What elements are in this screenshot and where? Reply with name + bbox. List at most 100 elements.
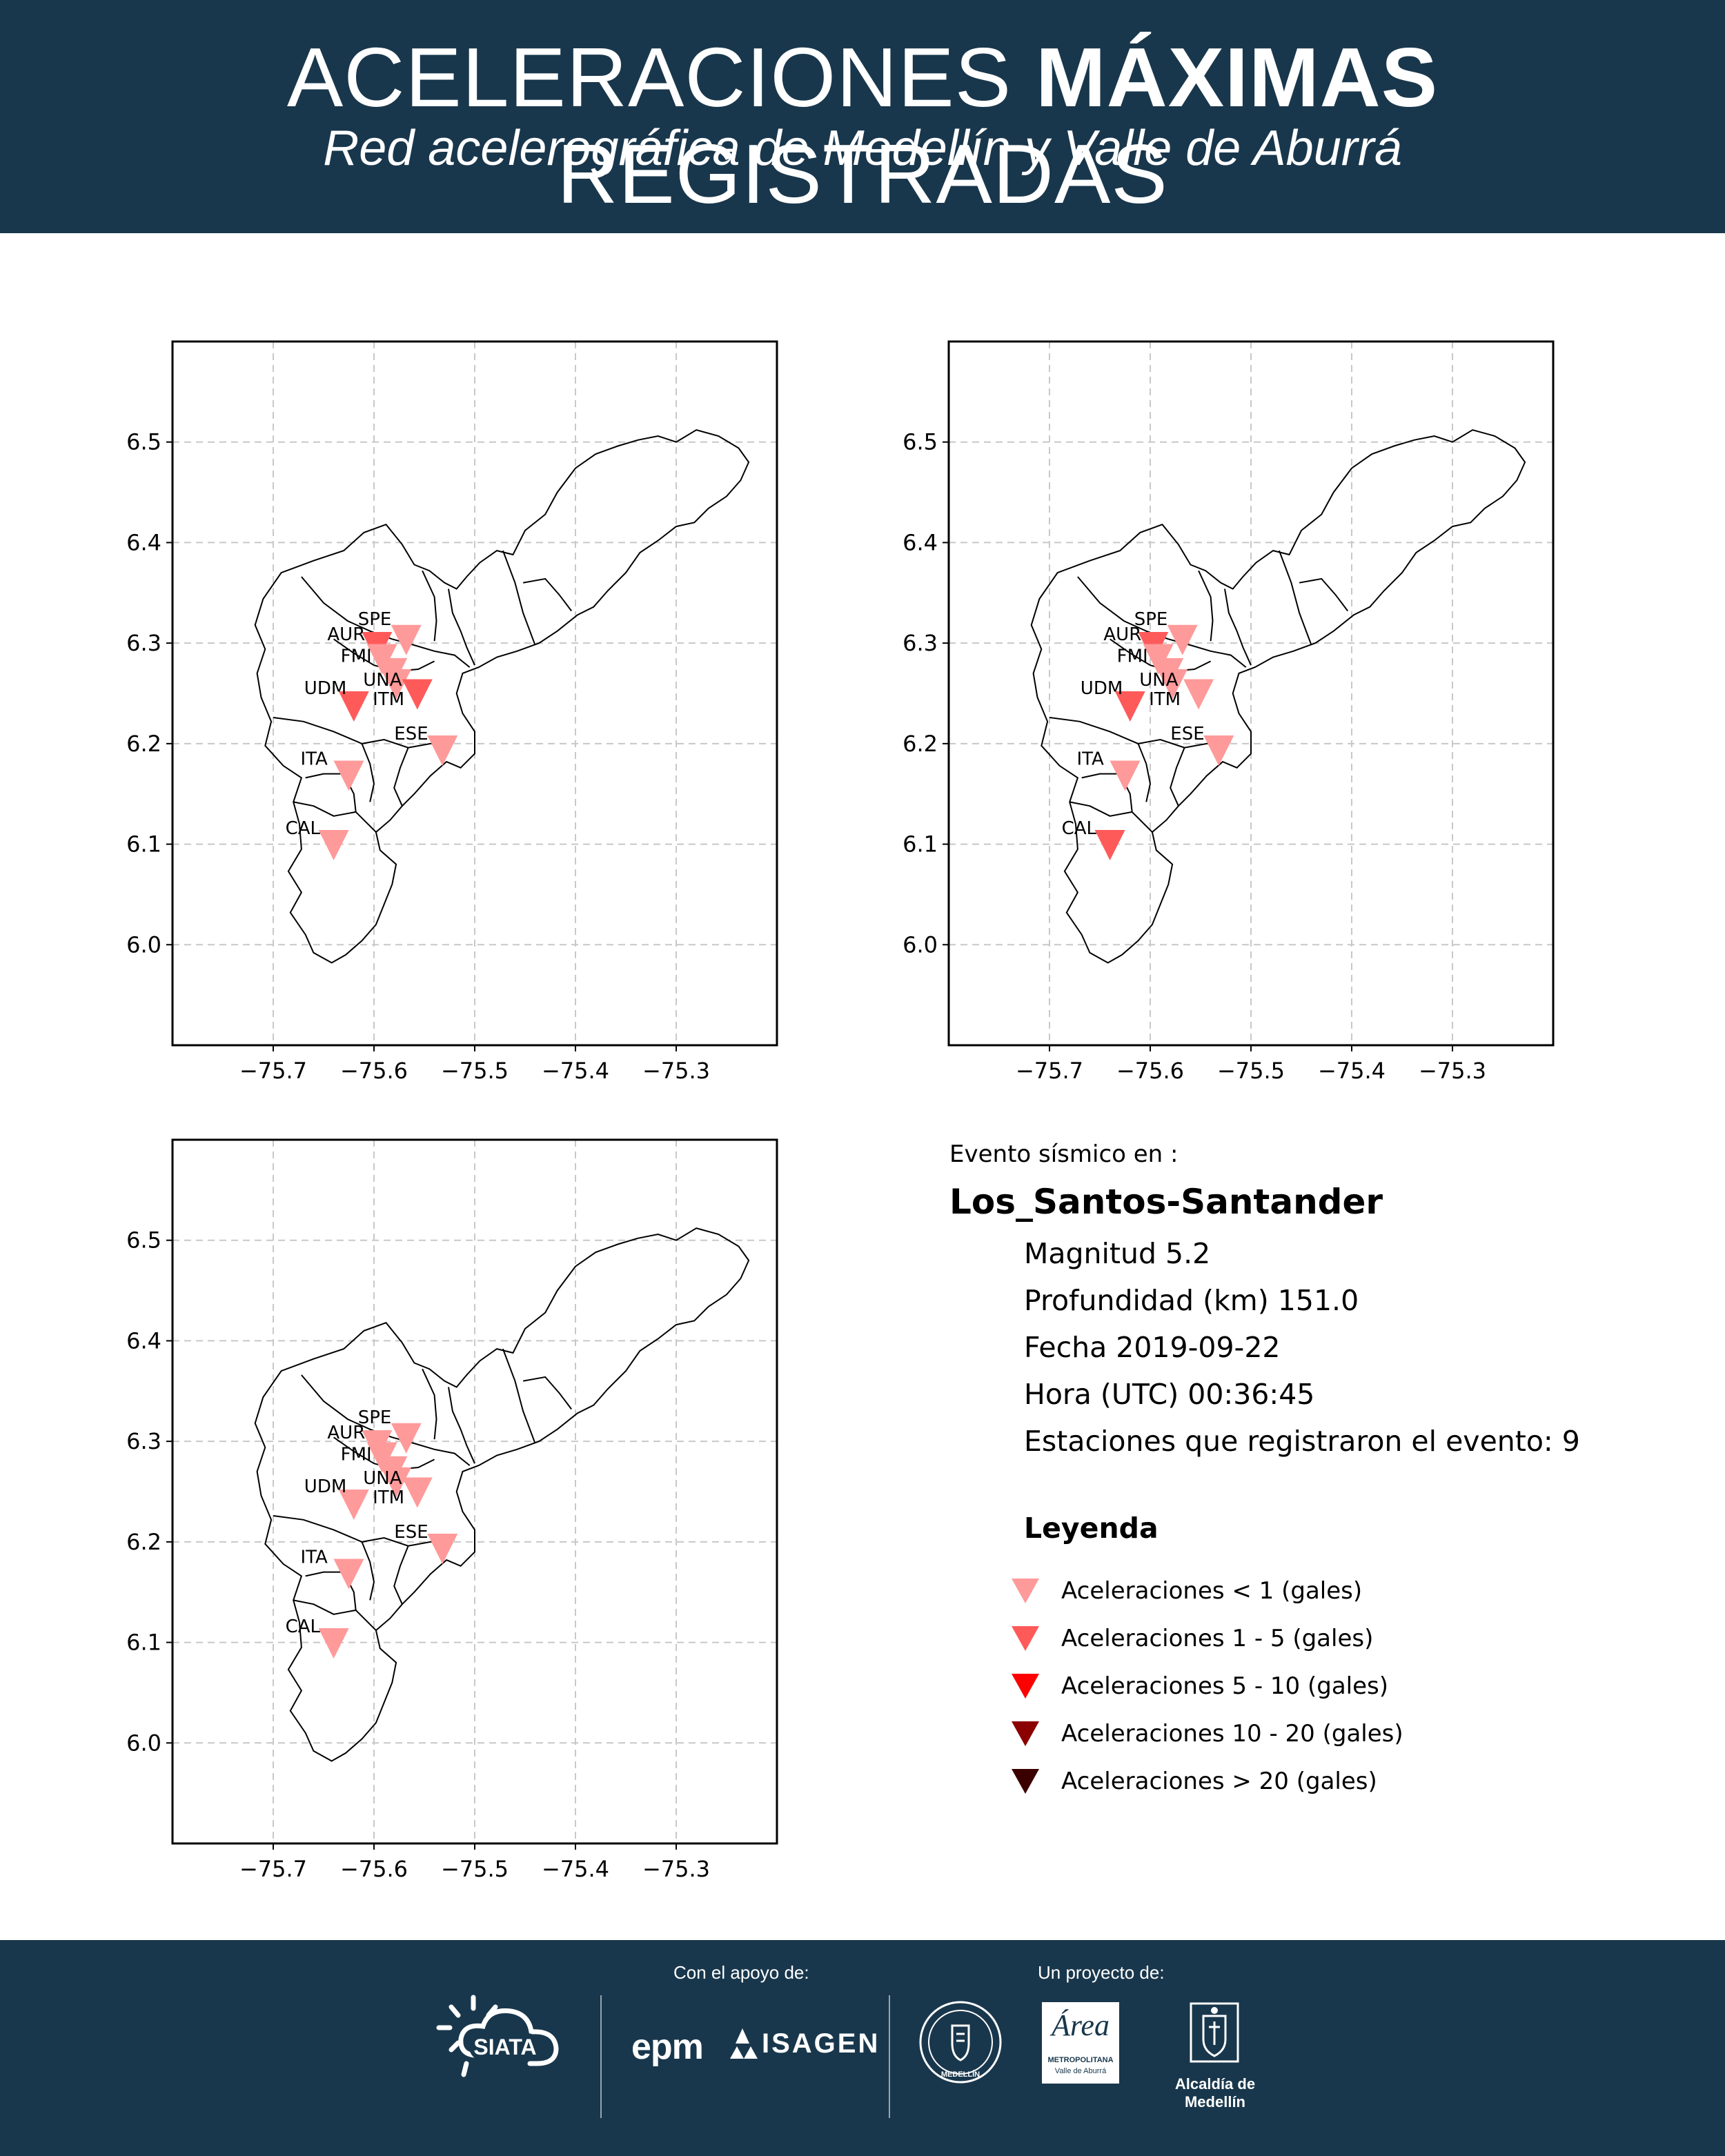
legend-label: Aceleraciones < 1 (gales) [1061,1576,1363,1605]
header-banner: ACELERACIONES MÁXIMAS REGISTRADAS Red ac… [0,0,1725,233]
station-label: FMI [341,1444,372,1465]
event-time: Hora (UTC) 00:36:45 [1024,1378,1315,1411]
municipal-boundary [502,550,536,646]
triangle-marker-icon [1012,1721,1039,1746]
y-tick-label: 6.4 [126,1327,161,1354]
triangle-marker-icon [1012,1673,1039,1699]
event-stations-count: Estaciones que registraron el evento: 9 [1024,1425,1580,1458]
station-marker [1203,735,1234,767]
municipal-boundary [422,1368,437,1440]
legend-item: Aceleraciones > 20 (gales) [1010,1757,1695,1805]
x-tick-label: −75.4 [542,1058,609,1084]
y-tick-label: 6.3 [903,630,938,656]
station-marker [427,735,458,767]
map-panel-top-right: SPE AUR FMI UNA ITM UDM ESE ITA CAL −75.7 −75.6 −75… [880,338,1560,1090]
municipal-boundary [422,570,437,642]
legend: Leyenda Aceleraciones < 1 (gales) Aceler… [949,1507,1695,1805]
area-logo-sub2: Valle de Aburrá [1054,2067,1107,2075]
isagen-icon [730,2028,758,2059]
station-label: ESE [1170,724,1204,744]
y-tick-label: 6.5 [903,429,938,455]
municipal-boundary [1198,570,1214,642]
basin-outline [1030,429,1526,964]
station-label: AUR [327,1423,365,1443]
station-label: FMI [1117,646,1148,666]
station-label: SPE [1134,609,1168,630]
x-tick-label: −75.6 [1116,1058,1184,1084]
station-label: ITM [373,1487,404,1508]
title-part-end: REGISTRADAS [557,127,1168,221]
title-part: ACELERACIONES [286,30,1036,124]
alcaldia-crest-icon [1190,2002,1239,2063]
station-label: FMI [341,646,372,666]
station-label: ITA [301,1547,328,1567]
event-depth: Profundidad (km) 151.0 [1024,1284,1359,1317]
station-label: ITA [301,749,328,769]
x-tick-label: −75.5 [441,1856,509,1882]
x-tick-label: −75.3 [1419,1058,1486,1084]
legend-item: Aceleraciones < 1 (gales) [1010,1567,1695,1614]
event-place: Los_Santos-Santander [949,1182,1383,1222]
medellin-seal-logo: MEDELLÍN [919,2001,1002,2084]
municipal-boundary [522,577,572,612]
station-label: AUR [327,624,365,645]
station-marker [427,1534,458,1565]
legend-item: Aceleraciones 5 - 10 (gales) [1010,1662,1695,1710]
legend-title: Leyenda [1024,1512,1159,1545]
legend-label: Aceleraciones 1 - 5 (gales) [1061,1624,1374,1652]
triangle-marker-icon [1012,1578,1039,1603]
x-tick-label: −75.4 [542,1856,609,1882]
municipal-boundary [301,1374,471,1466]
y-tick-label: 6.1 [126,1630,161,1656]
municipal-boundary [1170,747,1185,807]
y-tick-label: 6.0 [126,931,161,958]
station-marker [338,691,369,722]
y-tick-label: 6.5 [126,1227,161,1254]
siata-logo: SIATA [436,1995,559,2077]
x-tick-label: −75.5 [1217,1058,1285,1084]
event-date: Fecha 2019-09-22 [1024,1331,1281,1364]
y-tick-label: 6.3 [126,630,161,656]
station-label: AUR [1103,624,1141,645]
station-marker [333,760,364,791]
municipal-boundary [1137,743,1152,802]
area-logo-title: Área [1052,2008,1110,2042]
station-marker [1167,624,1198,655]
y-tick-label: 6.4 [903,529,938,555]
station-label: CAL [286,818,321,839]
station-label: UNA [363,670,402,691]
station-label: UDM [1081,678,1123,699]
page-subtitle: Red acelerográfica de Medellín y Valle d… [323,121,1402,176]
triangle-marker-icon [1012,1625,1039,1651]
station-label: UDM [304,678,346,699]
x-tick-label: −75.7 [239,1856,307,1882]
project-label: Un proyecto de: [1038,1962,1165,1983]
station-marker [391,624,422,655]
station-label: ESE [394,724,428,744]
station-label: ESE [394,1522,428,1543]
station-marker [391,1423,422,1454]
alcaldia-logo-text: Alcaldía de Medellín [1174,2075,1256,2110]
station-marker [1157,669,1188,700]
y-tick-label: 6.2 [126,1529,161,1555]
basin-outline [254,1227,750,1762]
event-pre-label: Evento sísmico en : [949,1140,1179,1168]
siata-logo-text: SIATA [473,2035,536,2059]
station-marker [333,1559,364,1590]
municipal-boundary [293,1599,356,1615]
municipal-boundary [1070,801,1132,817]
station-marker [318,830,349,861]
municipal-boundary [393,747,409,807]
title-bold-part: MÁXIMAS [1036,30,1439,124]
municipal-boundary [361,743,375,802]
station-marker [381,669,412,700]
page-title: ACELERACIONES MÁXIMAS REGISTRADAS [0,29,1725,222]
basin-outline [254,429,750,964]
y-tick-label: 6.3 [126,1428,161,1454]
legend-label: Aceleraciones 10 - 20 (gales) [1061,1719,1403,1748]
municipal-boundary [361,1541,375,1601]
station-marker [1110,760,1141,791]
x-tick-label: −75.4 [1318,1058,1386,1084]
station-marker [402,1477,433,1508]
station-marker [1114,691,1145,722]
